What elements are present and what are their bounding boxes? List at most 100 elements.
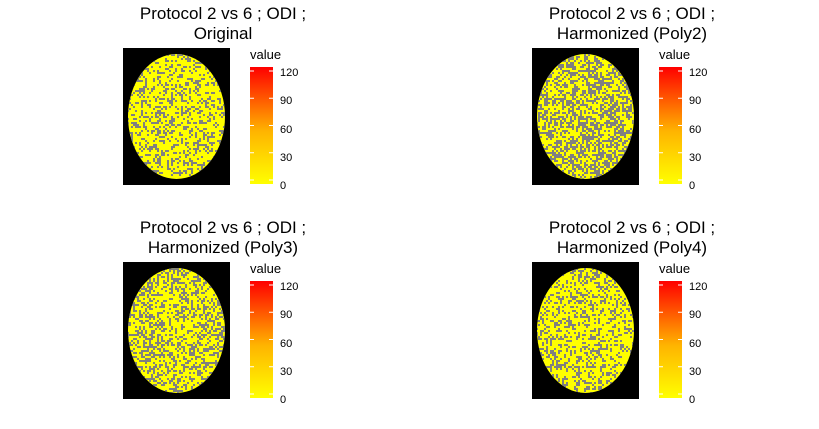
- heatmap-cell: [606, 112, 608, 114]
- heatmap-cell: [219, 316, 221, 318]
- heatmap-cell: [572, 124, 574, 126]
- heatmap-cell: [183, 126, 185, 128]
- heatmap-cell: [159, 162, 161, 164]
- heatmap-cell: [129, 102, 131, 104]
- heatmap-cell: [193, 324, 195, 326]
- heatmap-cell: [578, 126, 580, 128]
- heatmap-cell: [131, 126, 133, 128]
- heatmap-cell: [171, 298, 173, 300]
- heatmap-cell: [592, 86, 594, 88]
- heatmap-cell: [219, 328, 221, 330]
- heatmap-cell: [153, 298, 155, 300]
- heatmap-cell: [612, 164, 614, 166]
- heatmap-cell: [558, 280, 560, 282]
- heatmap-cell: [181, 108, 183, 110]
- heatmap-cell: [590, 142, 592, 144]
- heatmap-cell: [624, 316, 626, 318]
- heatmap-cell: [135, 124, 137, 126]
- heatmap-cell: [221, 334, 223, 336]
- heatmap-cell: [177, 162, 179, 164]
- heatmap-cell: [570, 74, 572, 76]
- heatmap-cell: [189, 270, 191, 272]
- heatmap-cell: [618, 106, 620, 108]
- heatmap-cell: [556, 164, 558, 166]
- heatmap-cell: [157, 130, 159, 132]
- heatmap-cell: [604, 298, 606, 300]
- heatmap-cell: [602, 300, 604, 302]
- heatmap-cell: [205, 370, 207, 372]
- heatmap-cell: [554, 148, 556, 150]
- heatmap-cell: [614, 128, 616, 130]
- heatmap-cell: [574, 296, 576, 298]
- heatmap-cell: [596, 174, 598, 176]
- heatmap-cell: [554, 82, 556, 84]
- heatmap-cell: [564, 118, 566, 120]
- heatmap-cell: [187, 294, 189, 296]
- heatmap-cell: [572, 64, 574, 66]
- heatmap-cell: [552, 158, 554, 160]
- heatmap-cell: [558, 156, 560, 158]
- heatmap-cell: [552, 306, 554, 308]
- heatmap-cell: [610, 142, 612, 144]
- heatmap-cell: [608, 140, 610, 142]
- heatmap-cell: [139, 360, 141, 362]
- heatmap-cell: [576, 158, 578, 160]
- heatmap-cell: [598, 162, 600, 164]
- heatmap-cell: [624, 146, 626, 148]
- heatmap-cell: [163, 130, 165, 132]
- heatmap-cell: [159, 324, 161, 326]
- heatmap-cell: [173, 378, 175, 380]
- heatmap-cell: [584, 92, 586, 94]
- heatmap-cell: [618, 132, 620, 134]
- heatmap-cell: [207, 92, 209, 94]
- heatmap-cell: [129, 324, 131, 326]
- heatmap-cell: [171, 60, 173, 62]
- heatmap-cell: [173, 172, 175, 174]
- heatmap-cell: [606, 274, 608, 276]
- heatmap-cell: [181, 272, 183, 274]
- heatmap-cell: [572, 106, 574, 108]
- heatmap-cell: [177, 346, 179, 348]
- heatmap-cell: [137, 366, 139, 368]
- heatmap-cell: [572, 96, 574, 98]
- heatmap-cell: [608, 104, 610, 106]
- heatmap-cell: [606, 70, 608, 72]
- heatmap-cell: [572, 98, 574, 100]
- heatmap-cell: [576, 300, 578, 302]
- heatmap-cell: [199, 100, 201, 102]
- heatmap-cell: [582, 130, 584, 132]
- heatmap-cell: [558, 112, 560, 114]
- heatmap-cell: [590, 108, 592, 110]
- heatmap-cell: [143, 148, 145, 150]
- heatmap-cell: [203, 132, 205, 134]
- heatmap-cell: [179, 278, 181, 280]
- heatmap-cell: [163, 94, 165, 96]
- heatmap-cell: [600, 84, 602, 86]
- heatmap-cell: [203, 122, 205, 124]
- heatmap-cell: [542, 118, 544, 120]
- heatmap-cell: [149, 316, 151, 318]
- heatmap-cell: [614, 124, 616, 126]
- heatmap-cell: [616, 136, 618, 138]
- heatmap-cell: [596, 304, 598, 306]
- heatmap-cell: [598, 282, 600, 284]
- heatmap-cell: [185, 296, 187, 298]
- heatmap-cell: [169, 298, 171, 300]
- heatmap-cell: [616, 160, 618, 162]
- heatmap-cell: [576, 164, 578, 166]
- heatmap-cell: [195, 80, 197, 82]
- heatmap-cell: [153, 130, 155, 132]
- heatmap-cell: [572, 298, 574, 300]
- heatmap-cell: [223, 112, 225, 114]
- heatmap-cell: [594, 154, 596, 156]
- heatmap-cell: [580, 300, 582, 302]
- heatmap-cell: [620, 296, 622, 298]
- heatmap-cell: [219, 142, 221, 144]
- heatmap-cell: [128, 336, 129, 338]
- heatmap-cell: [588, 72, 590, 74]
- heatmap-cell: [169, 140, 171, 142]
- heatmap-cell: [612, 124, 614, 126]
- heatmap-cell: [157, 314, 159, 316]
- heatmap-cell: [580, 308, 582, 310]
- heatmap-cell: [203, 378, 205, 380]
